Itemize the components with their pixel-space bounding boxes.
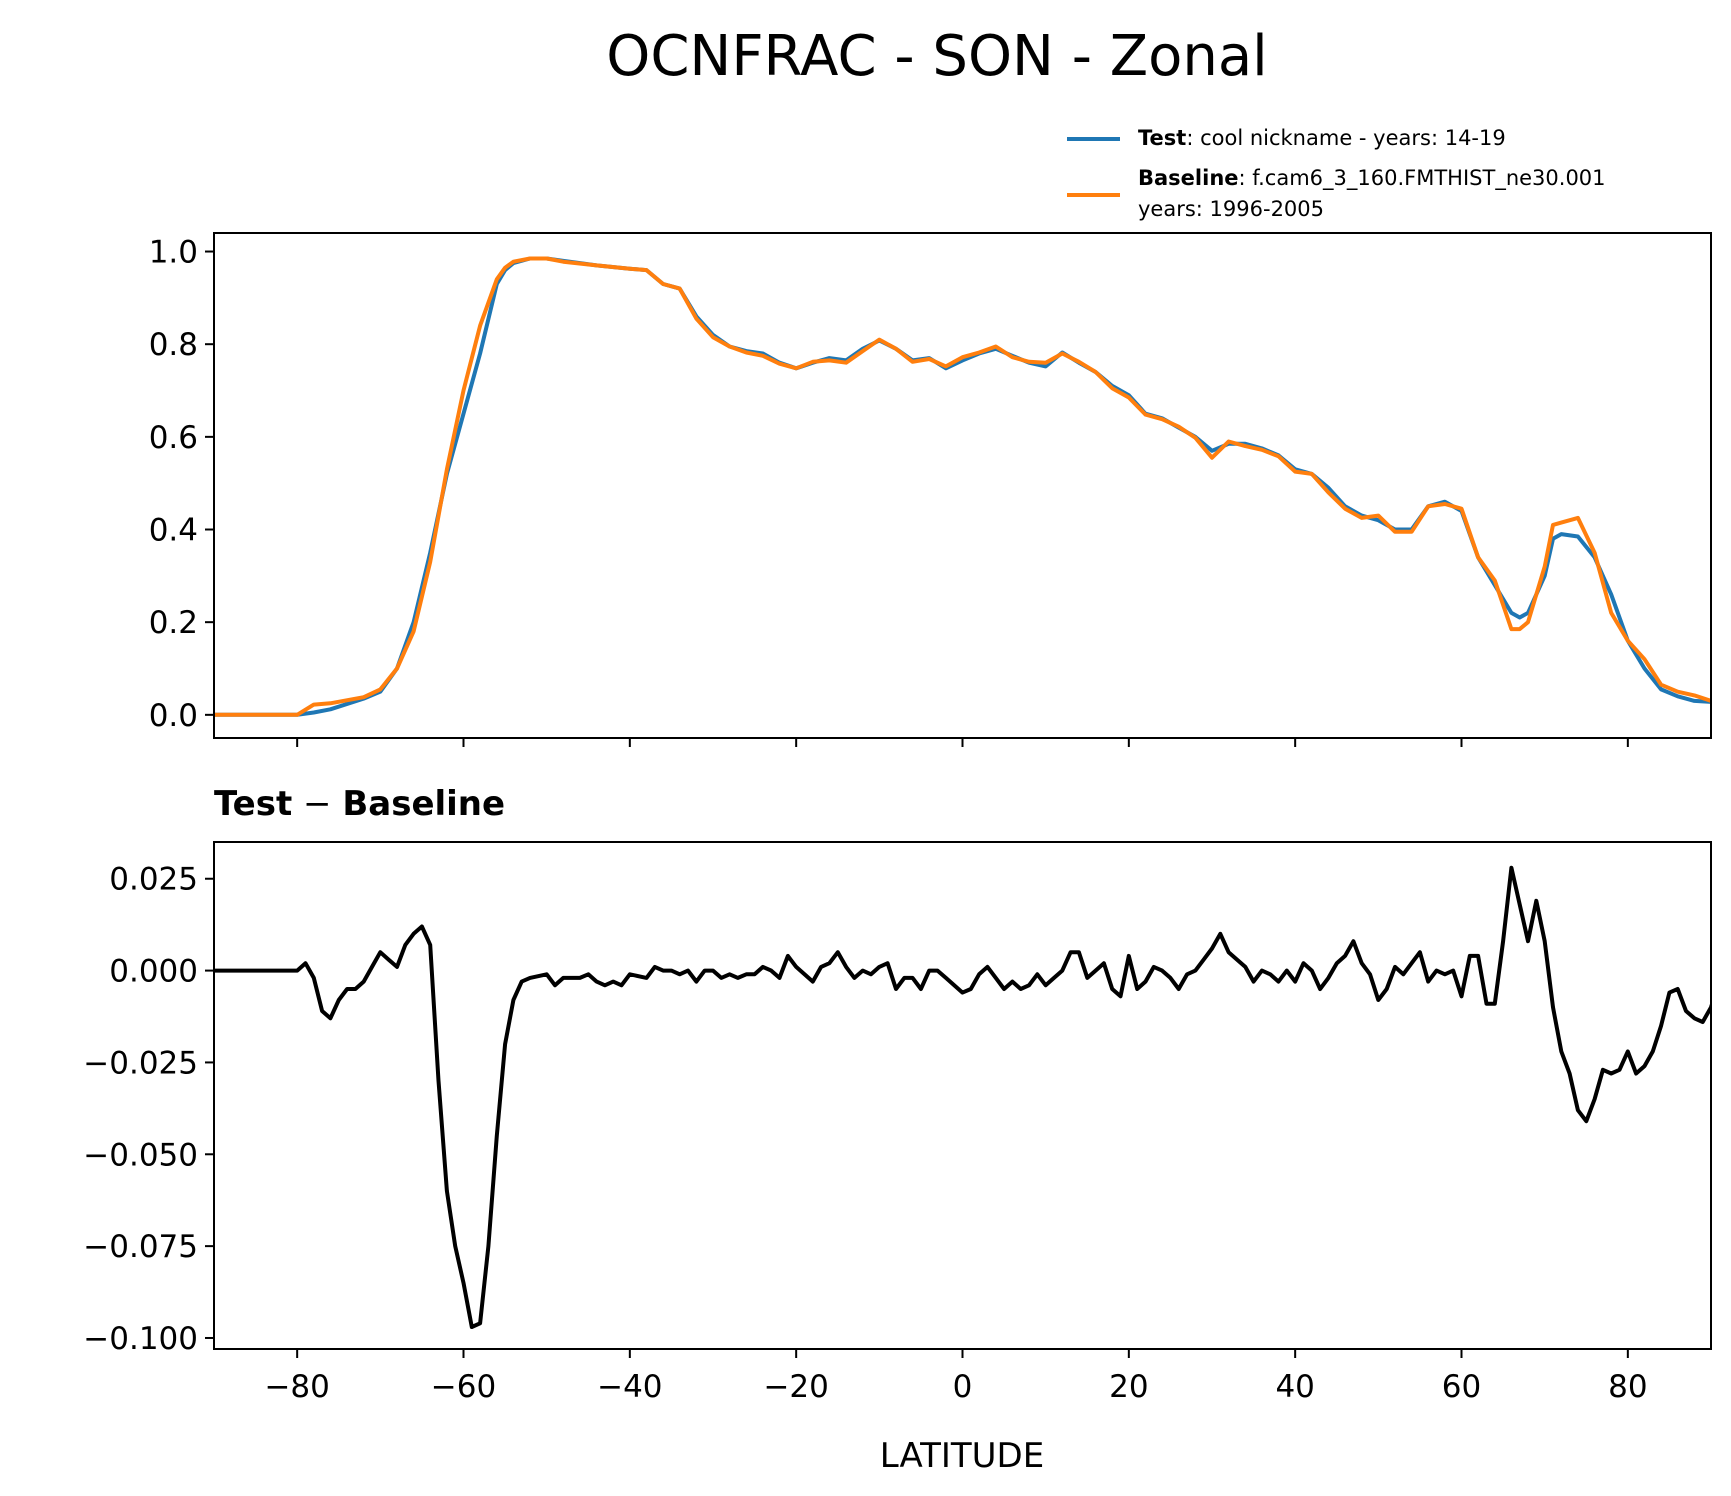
y-tick-label: 0.000 — [109, 954, 198, 990]
x-tick-label: 20 — [1109, 1369, 1148, 1405]
bottom-title-test: Test — [214, 784, 292, 824]
legend: Test: cool nickname - years: 14-19 Basel… — [1067, 126, 1606, 221]
top-plot-area — [214, 233, 1711, 738]
bottom-axes-frame — [213, 841, 1712, 1350]
legend-baseline-rest: : f.cam6_3_160.FMTHIST_ne30.001 — [1239, 166, 1606, 191]
figure-title: OCNFRAC - SON - Zonal — [606, 24, 1267, 89]
y-tick-label: −0.075 — [83, 1229, 198, 1265]
bottom-panel: Test − Baseline −0.100−0.075−0.050−0.025… — [83, 784, 1712, 1476]
top-axes-frame — [213, 232, 1712, 739]
legend-baseline-label: Baseline: f.cam6_3_160.FMTHIST_ne30.001 — [1138, 166, 1606, 191]
y-tick-label: 0.0 — [149, 698, 198, 734]
x-tick-label: 80 — [1608, 1369, 1647, 1405]
y-tick-label: −0.100 — [83, 1321, 198, 1357]
x-tick-label: 0 — [953, 1369, 973, 1405]
x-tick-label: −40 — [597, 1369, 662, 1405]
bottom-title-sep: − — [292, 784, 342, 824]
y-tick-label: 0.8 — [149, 327, 198, 363]
top-lines — [214, 256, 1711, 717]
x-tick-label: −20 — [763, 1369, 828, 1405]
y-tick-label: −0.025 — [83, 1045, 198, 1081]
y-tick-label: 0.6 — [149, 420, 198, 456]
legend-test-bold: Test — [1138, 126, 1186, 150]
top-panel: 0.0 0.2 0.4 0.6 0.8 1.0 — [149, 232, 1712, 747]
top-ticks: 0.0 0.2 0.4 0.6 0.8 1.0 — [149, 235, 1629, 747]
series-line-baseline — [214, 256, 1711, 717]
x-tick-label: 60 — [1442, 1369, 1481, 1405]
bottom-panel-title: Test − Baseline — [214, 784, 505, 824]
y-tick-label: 0.025 — [109, 862, 198, 898]
x-axis-label: LATITUDE — [880, 1436, 1044, 1476]
legend-baseline-bold: Baseline — [1138, 166, 1239, 190]
x-tick-label: 40 — [1275, 1369, 1314, 1405]
bottom-title-baseline: Baseline — [342, 784, 505, 824]
series-line-test-baseline — [214, 865, 1711, 1329]
legend-test-rest: : cool nickname - years: 14-19 — [1186, 126, 1505, 150]
bottom-lines — [214, 865, 1711, 1329]
legend-baseline-label-line2: years: 1996-2005 — [1138, 197, 1324, 221]
x-tick-label: −80 — [264, 1369, 329, 1405]
y-tick-label: 0.4 — [149, 513, 198, 549]
y-tick-label: −0.050 — [83, 1137, 198, 1173]
bottom-ticks: −0.100 −0.075 −0.050 −0.025 0.000 0.025 −80 −60… — [83, 862, 1647, 1405]
bottom-plot-area — [214, 842, 1711, 1349]
x-tick-label: −60 — [431, 1369, 496, 1405]
y-tick-label: 1.0 — [149, 235, 198, 271]
y-tick-label: 0.2 — [149, 605, 198, 641]
legend-test-label: Test: cool nickname - years: 14-19 — [1138, 126, 1506, 150]
